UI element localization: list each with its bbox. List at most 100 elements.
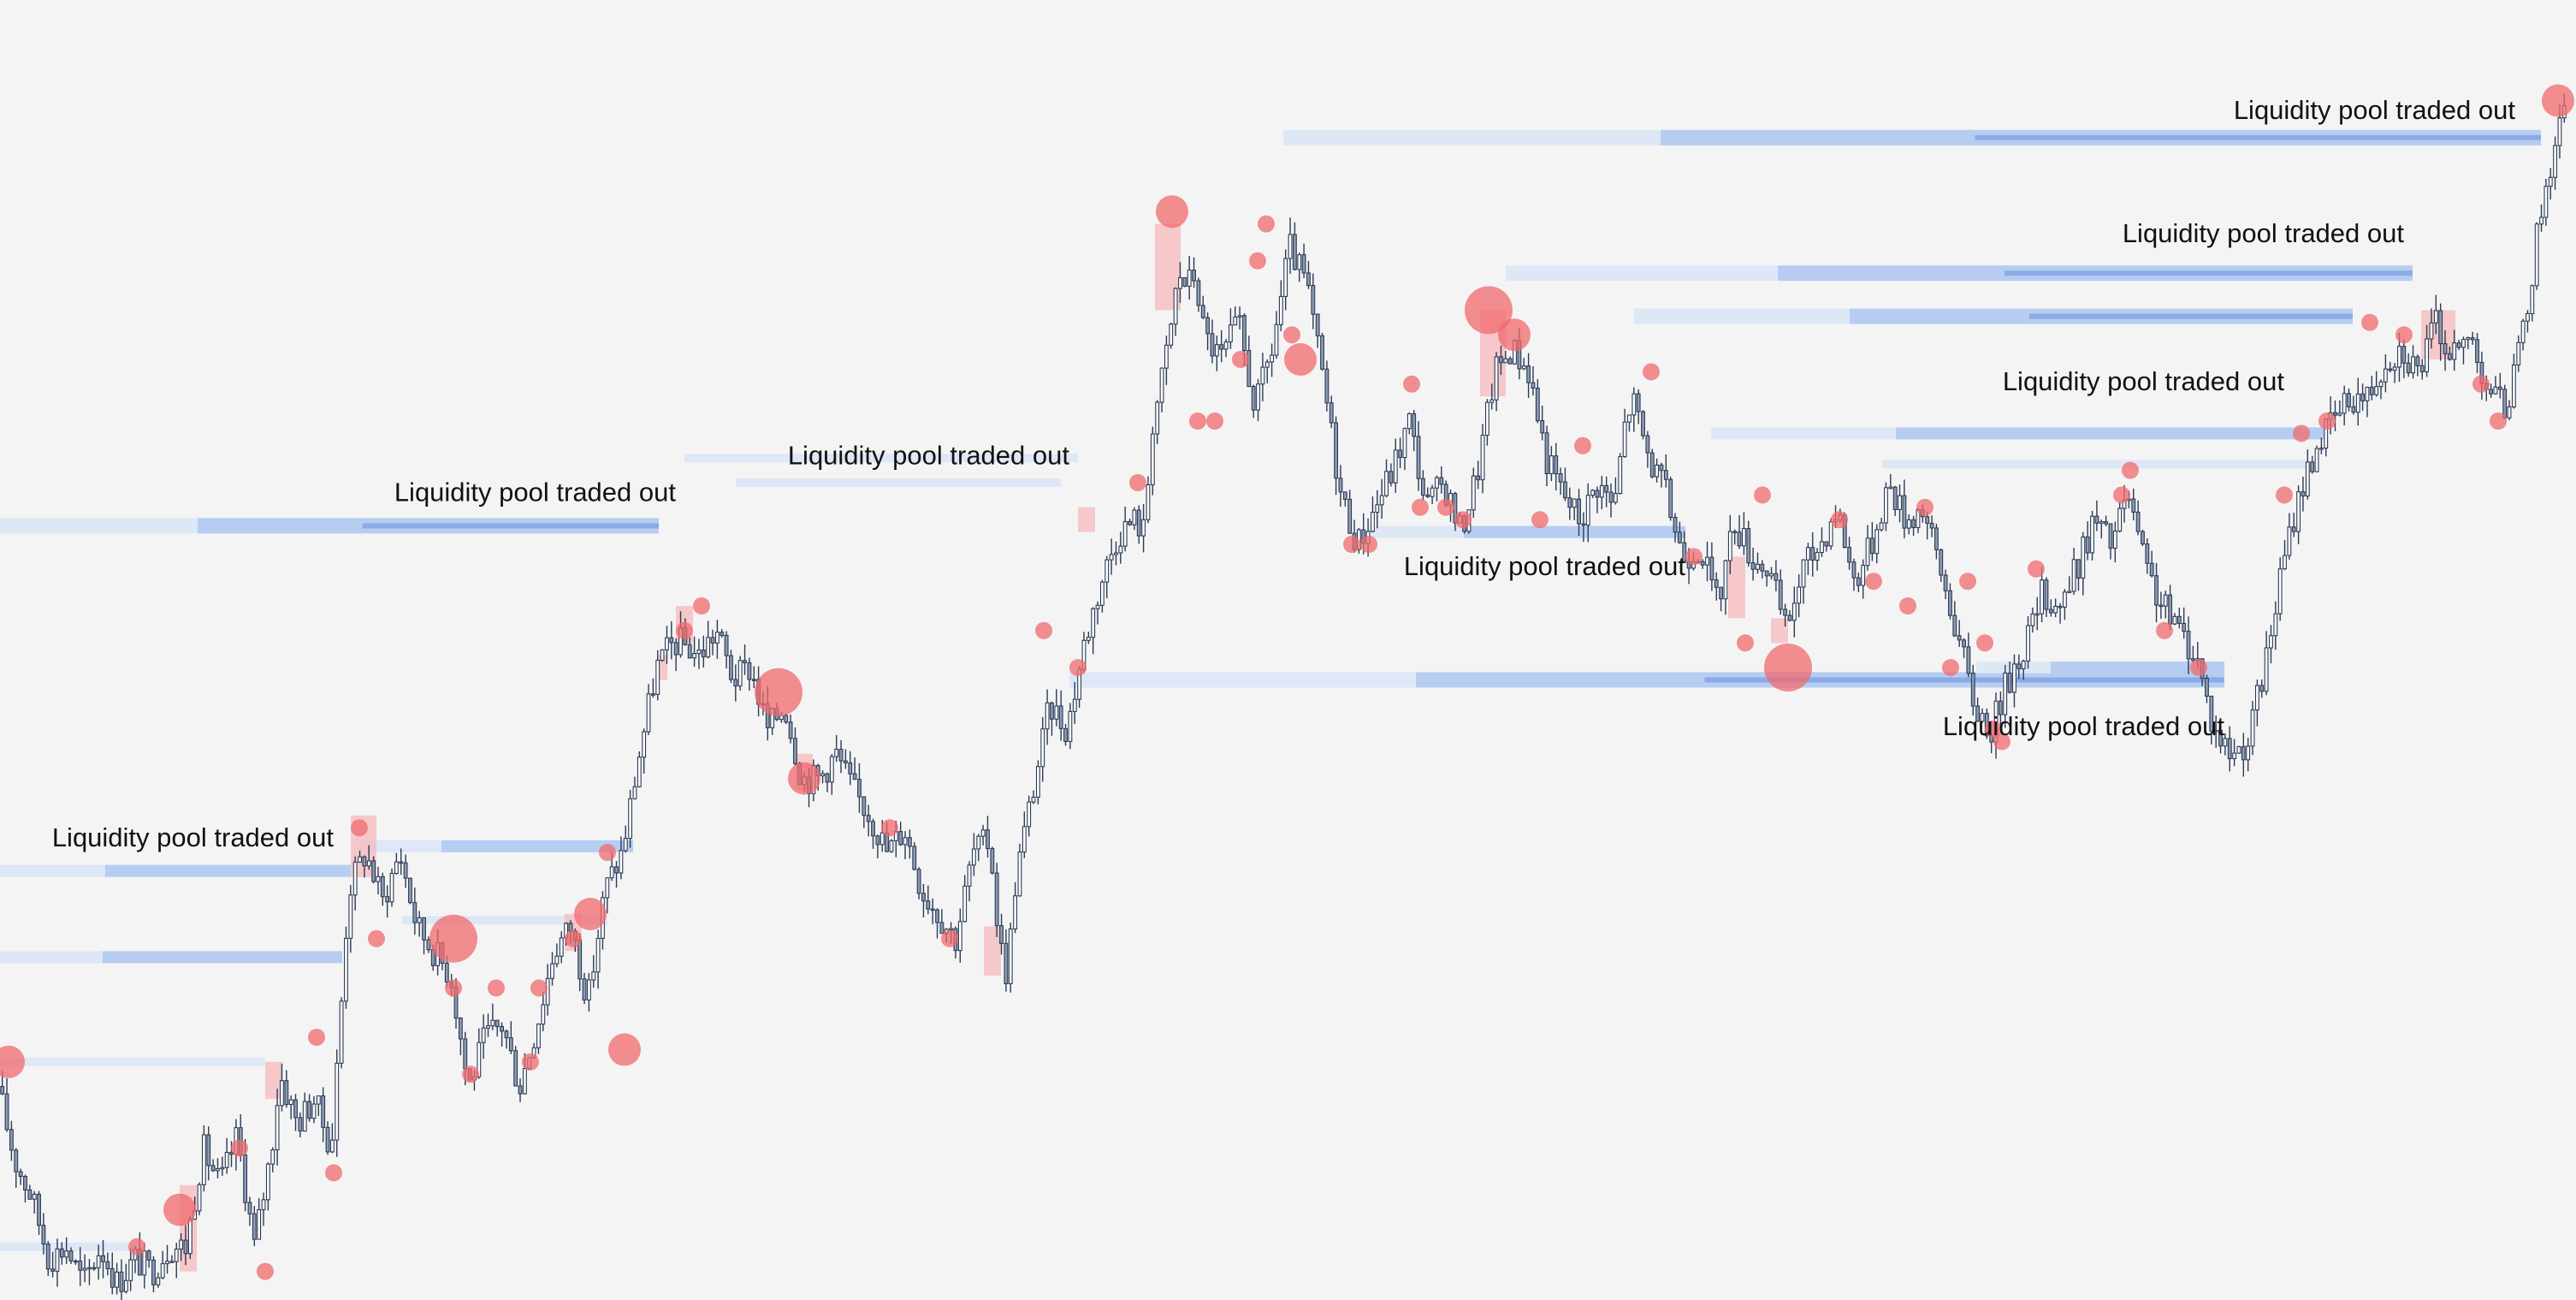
candle-body [316, 1095, 321, 1105]
candle [2301, 476, 2306, 512]
candle-body [1737, 531, 1742, 547]
candle-body [73, 1260, 78, 1263]
candle-body [2543, 186, 2549, 218]
candle-body [426, 939, 431, 951]
candle [1892, 485, 1898, 516]
candle-body [568, 923, 573, 932]
candle-body [151, 1259, 156, 1285]
candle-body [2250, 709, 2255, 747]
candle-body [1975, 705, 1981, 722]
candle [751, 666, 756, 689]
candle [1572, 498, 1577, 520]
candle-body [1315, 313, 1320, 336]
candle-body [1205, 317, 1211, 335]
candle [637, 751, 642, 788]
candle [1412, 410, 1417, 452]
candle-body [187, 1219, 192, 1255]
candle-body [926, 900, 931, 910]
liquidity-dot [1284, 343, 1317, 376]
candle-body [1264, 361, 1270, 368]
candle-body [541, 1004, 546, 1025]
candle [2182, 607, 2187, 639]
candle-body [733, 679, 738, 687]
candle [2461, 336, 2466, 365]
candle [2071, 548, 2076, 596]
candle [1622, 408, 1627, 458]
candle [2530, 284, 2535, 322]
candle [1604, 476, 1609, 508]
candle-body [92, 1267, 97, 1270]
liquidity-dot [676, 621, 693, 639]
candle-body [2081, 536, 2086, 579]
candle [1778, 569, 1783, 615]
candle [1535, 378, 1540, 424]
candle [2172, 613, 2177, 626]
candle-body [1219, 344, 1224, 350]
candle [174, 1243, 179, 1279]
candle-body [1948, 590, 1952, 616]
candle [1585, 483, 1590, 543]
candle [2030, 607, 2035, 633]
candle [586, 972, 591, 1012]
candle [550, 952, 554, 986]
candle-body [710, 637, 715, 644]
candle-body [325, 1126, 330, 1153]
candle [2411, 345, 2415, 379]
candle-body [1815, 551, 1820, 561]
liquidity-pool-band-peak [2029, 313, 2353, 319]
candle [1902, 479, 1907, 539]
candle [1114, 541, 1118, 566]
candle-body [1705, 556, 1709, 566]
candle [1420, 470, 1425, 501]
candle-body [146, 1250, 151, 1261]
candle-body [1503, 358, 1508, 364]
candle-body [2493, 386, 2498, 395]
candle-body [2007, 672, 2012, 693]
candle [1677, 521, 1682, 544]
candle-body [210, 1165, 216, 1172]
candle [903, 831, 908, 860]
candle-body [366, 860, 371, 867]
candle-body [2397, 346, 2401, 368]
candle-body [724, 634, 729, 656]
candle-body [339, 1000, 344, 1064]
candle-body [1531, 382, 1536, 389]
liquidity-dot [599, 844, 616, 861]
candle-body [1898, 495, 1902, 510]
candle-body [1389, 471, 1394, 484]
candle-body [2149, 562, 2154, 577]
candle [2044, 577, 2049, 617]
candle-body [2058, 605, 2063, 608]
candle-body [403, 862, 408, 879]
candle-body [2223, 738, 2228, 747]
candle-body [1622, 421, 1627, 458]
candle-body [179, 1239, 184, 1250]
candle [1948, 583, 1952, 620]
candle [1507, 356, 1513, 365]
candle [2085, 521, 2090, 561]
candle-body [2117, 508, 2123, 532]
candle [2489, 383, 2494, 398]
candle-body [348, 894, 353, 939]
candle-body [2108, 523, 2113, 549]
candle [2452, 329, 2457, 371]
candle [1828, 518, 1833, 550]
candle-body [2076, 559, 2081, 579]
candle [714, 620, 720, 659]
candle-body [82, 1267, 87, 1271]
candle-body [1223, 341, 1229, 350]
candle-body [1398, 449, 1403, 459]
candle [1952, 601, 1957, 638]
candle-body [971, 848, 976, 866]
candle [1371, 496, 1375, 533]
candle-body [2205, 678, 2209, 697]
candle-body [265, 1163, 270, 1201]
liquidity-pool-band-core [441, 840, 633, 852]
candle-body [848, 762, 853, 775]
candle [1471, 467, 1476, 519]
candle [2223, 733, 2228, 756]
candle [614, 861, 619, 888]
candle-body [1540, 420, 1545, 434]
candle-body [201, 1134, 206, 1185]
candle-body [1146, 484, 1151, 520]
